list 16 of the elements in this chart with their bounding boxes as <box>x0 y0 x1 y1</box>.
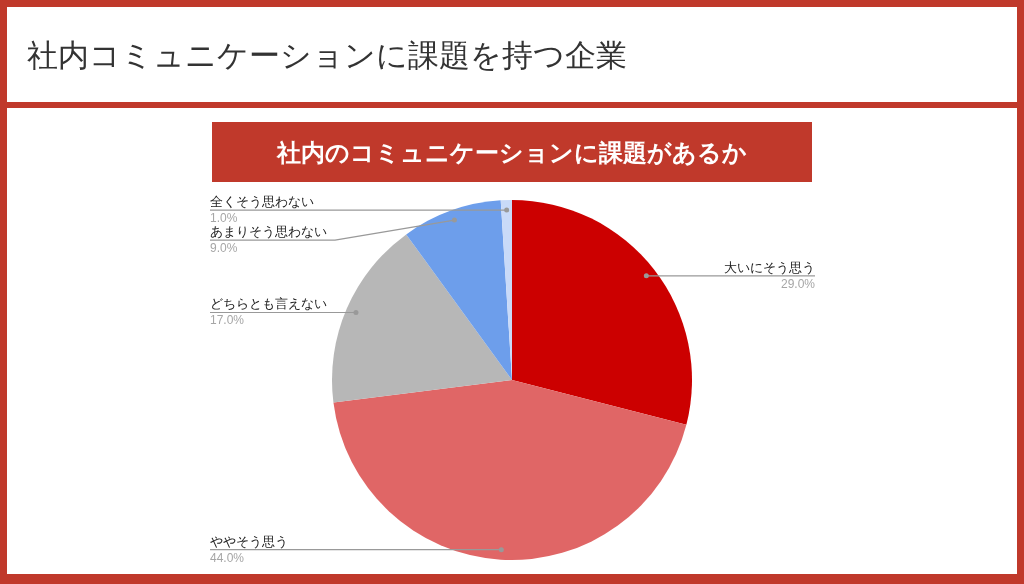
slice-label: ややそう思う <box>210 534 288 549</box>
pie-slice <box>332 234 512 403</box>
data-label: 29.0% <box>780 276 816 291</box>
data-label: 9.0% <box>210 241 238 256</box>
slice-label: 全くそう思わない <box>210 195 314 210</box>
pie-slice <box>406 200 512 380</box>
pie-slice <box>512 200 692 425</box>
pie-slice <box>333 380 687 560</box>
slice-label: どちらとも言えない <box>210 296 327 312</box>
chart-title: 社内コミュニケーションに課題を持つ企業 <box>27 38 627 73</box>
slice-label: あまりそう思わない <box>210 225 327 240</box>
data-label: 17.0% <box>210 313 245 328</box>
data-label: 1.0% <box>210 211 238 226</box>
slice-label: 大いにそう思う <box>724 260 815 275</box>
chart-subtitle: 社内のコミュニケーションに課題があるか <box>276 139 747 166</box>
data-label: 44.0% <box>210 550 245 565</box>
